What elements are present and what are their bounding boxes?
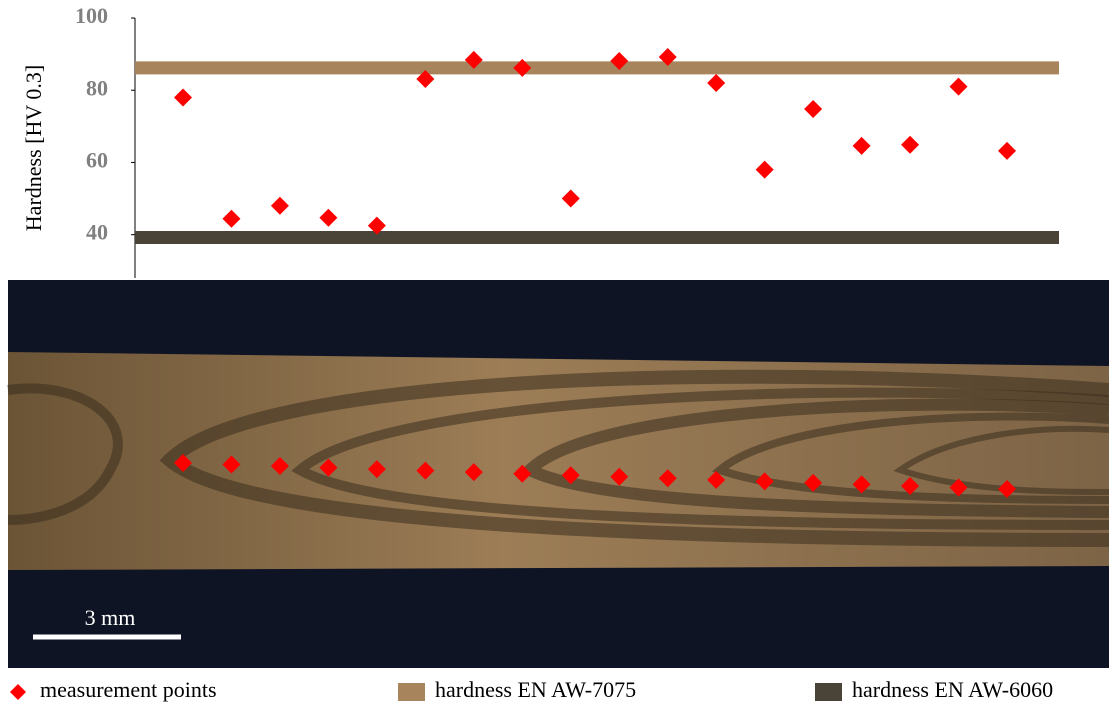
y-tick-label: 80 xyxy=(86,75,108,100)
legend-label: hardness EN AW-6060 xyxy=(852,677,1053,702)
y-tick-label: 40 xyxy=(86,220,108,245)
y-axis-label: Hardness [HV 0.3] xyxy=(21,65,46,231)
legend-label: measurement points xyxy=(40,677,217,702)
point xyxy=(562,190,580,208)
legend-swatch xyxy=(398,683,425,701)
legend-label: hardness EN AW-7075 xyxy=(435,677,636,702)
y-tick-label: 60 xyxy=(86,147,108,172)
point xyxy=(901,136,919,154)
legend-swatch xyxy=(815,683,842,701)
point xyxy=(222,210,240,228)
point xyxy=(804,100,822,118)
point xyxy=(174,88,192,106)
point xyxy=(756,161,774,179)
point xyxy=(319,209,337,227)
point xyxy=(271,197,289,215)
point xyxy=(853,137,871,155)
point xyxy=(950,78,968,96)
micrograph: 3 mm xyxy=(8,280,1109,668)
scale-bar-label: 3 mm xyxy=(85,605,136,630)
point xyxy=(998,142,1016,160)
legend-marker xyxy=(10,684,26,700)
point xyxy=(707,74,725,92)
chart: 3 mm Hardness [HV 0.3] measurement point… xyxy=(0,0,1109,709)
y-tick-label: 100 xyxy=(75,3,108,28)
legend: measurement points hardness EN AW-7075 har… xyxy=(10,677,1053,702)
